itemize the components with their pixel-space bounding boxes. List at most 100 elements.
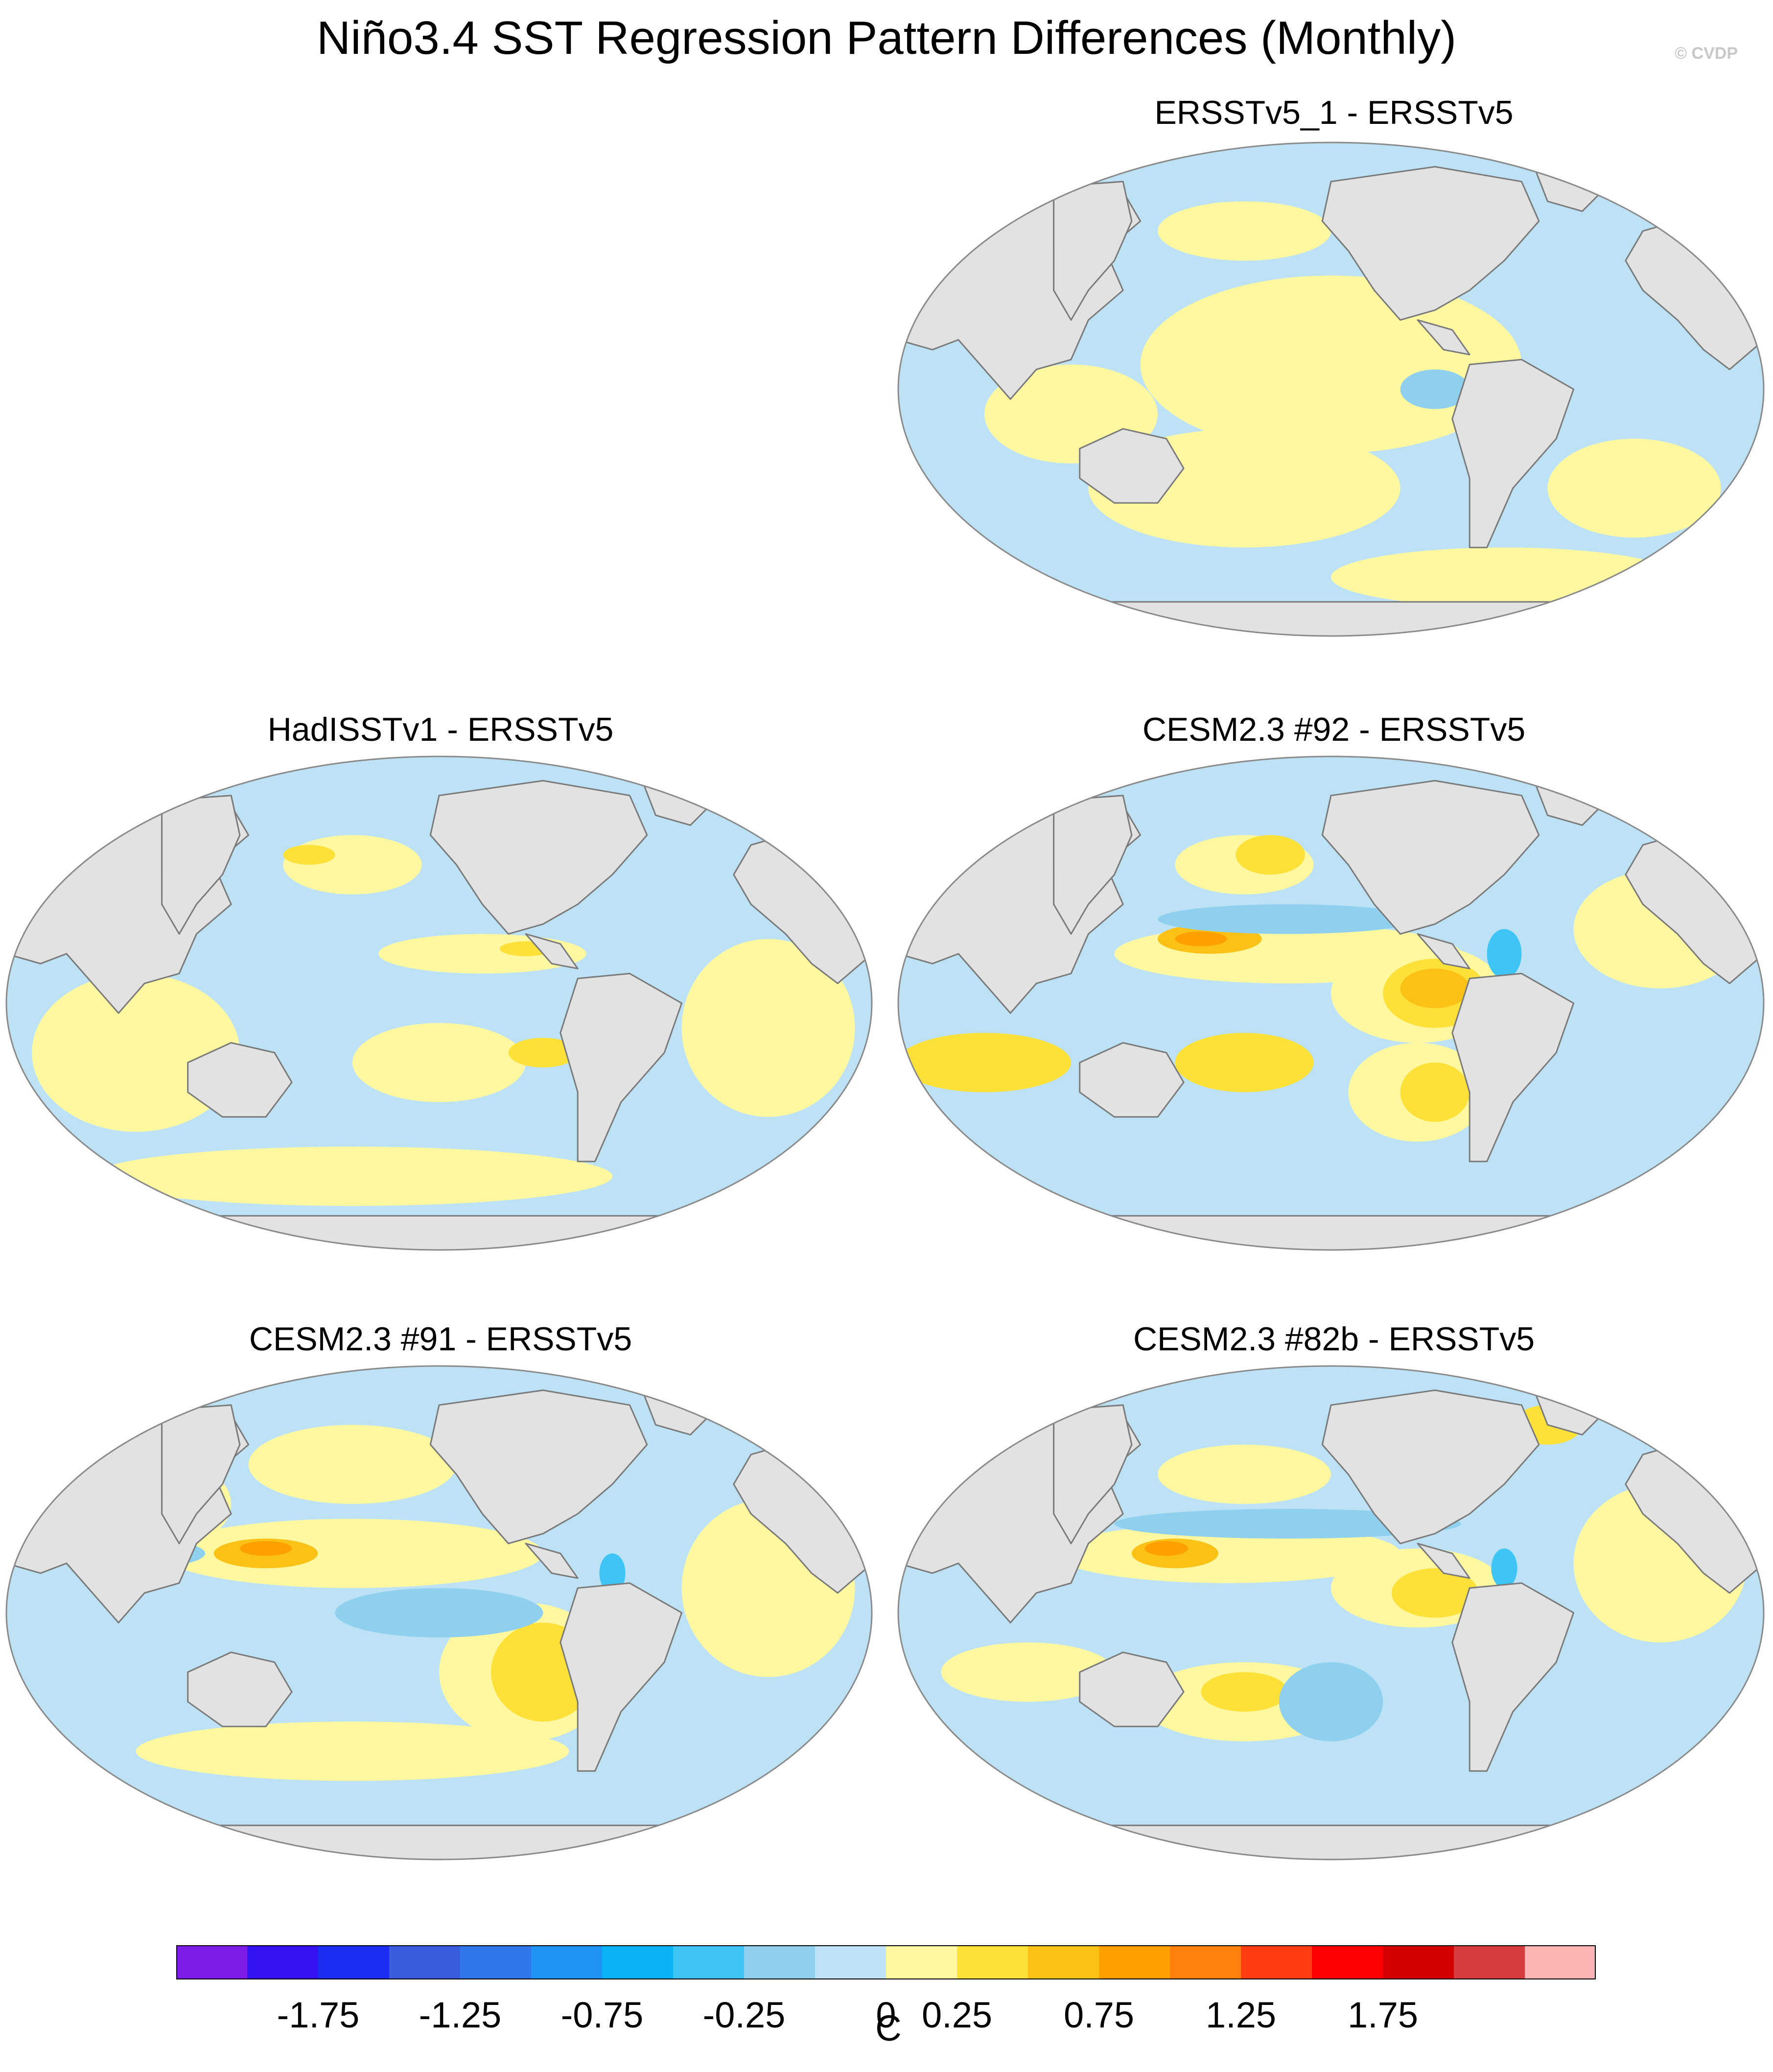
anomaly-contour [1487,929,1522,979]
colorbar-unit: C [875,2008,902,2048]
colorbar-tick-label: 1.75 [1347,1995,1419,2035]
land-mass [1321,166,1540,321]
land-mass [187,1651,293,1727]
land-mass [1321,1389,1540,1545]
colorbar-tick-label: -1.25 [419,1995,502,2035]
anomaly-contour [248,1425,457,1504]
map-panel-cesm2-3-92: CESM2.3 #92 - ERSSTv5 [896,710,1772,1288]
anomaly-contour [1331,547,1678,607]
colorbar-swatch [1312,1945,1383,1979]
land-mass [74,1824,804,1860]
anomaly-contour [508,1037,578,1068]
land-mass [1053,795,1133,935]
colorbar-swatch [1454,1945,1525,1979]
colorbar-tick-label: 0.75 [1063,1995,1135,2035]
land-mass [560,972,683,1162]
anomaly-contour [1400,968,1470,1009]
map-panel-hadisstv1: HadISSTv1 - ERSSTv5 [0,710,881,1288]
land-mass [966,1824,1696,1860]
colorbar-swatch [957,1945,1028,1979]
land-mass [966,1215,1696,1250]
anomaly-contour [1391,1568,1478,1618]
colorbar-swatch [886,1945,957,1979]
land-mass [966,601,1696,636]
anomaly-contour [1158,1444,1331,1504]
land-mass [1321,780,1540,935]
colorbar-swatch [815,1945,886,1979]
colorbar-swatch [1241,1945,1312,1979]
panel-title: ERSSTv5_1 - ERSSTv5 [1154,94,1514,131]
map-border [897,755,1765,1251]
copyright-mark: © CVDP [1675,44,1738,63]
colorbar-swatch [602,1945,673,1979]
map-panel-cesm2-3-91: CESM2.3 #91 - ERSSTv5 [0,1319,881,1897]
land-mass [525,933,579,969]
land-mass [74,1215,804,1250]
map-svg [897,141,1765,637]
anomaly-contour [1175,1033,1314,1092]
land-mass [1053,181,1133,321]
land-mass [560,1582,683,1772]
land-mass [429,1389,648,1545]
land-mass [1451,1582,1575,1772]
colorbar-swatch [1028,1945,1099,1979]
panel-title: CESM2.3 #92 - ERSSTv5 [1142,711,1526,748]
colorbar-tick-label: 0.25 [921,1995,993,2035]
colorbar-tick-label: -1.75 [277,1995,360,2035]
world-map [897,1365,1765,1860]
anomaly-contour [1547,439,1721,538]
anomaly-contour [1053,1524,1400,1583]
map-panel-ersstv5-1: ERSSTv5_1 - ERSSTv5 [896,93,1772,671]
anomaly-contour [352,1023,526,1102]
colorbar-swatch [1170,1945,1241,1979]
colorbar-tick-label: -0.75 [560,1995,644,2035]
land-mass [1079,1651,1185,1727]
colorbar-swatch [673,1945,744,1979]
anomaly-contour [1400,1062,1470,1122]
anomaly-contour [283,845,335,865]
colorbar-swatch [247,1945,318,1979]
world-map [897,141,1765,637]
colorbar-swatch [460,1945,531,1979]
anomaly-contour [1158,904,1418,934]
anomaly-contour [93,1146,612,1206]
land-mass [1451,358,1575,548]
anomaly-contour [239,1541,292,1556]
anomaly-contour [1114,1508,1461,1539]
map-svg [897,755,1765,1251]
colorbar-swatch [1525,1945,1596,1979]
panel-title: CESM2.3 #82b - ERSSTv5 [1133,1320,1535,1358]
figure-title: Niño3.4 SST Regression Pattern Differenc… [316,12,1457,64]
anomaly-contour [1140,275,1522,454]
map-border [5,755,873,1251]
anomaly-contour [681,939,855,1117]
colorbar-swatch [1099,1945,1170,1979]
anomaly-contour [941,1642,1115,1702]
map-border [897,141,1765,637]
map-svg [5,755,873,1251]
world-map [897,755,1765,1251]
map-svg [897,1365,1765,1860]
land-mass [187,1042,293,1118]
colorbar-swatch [318,1945,389,1979]
colorbar-swatch [1383,1945,1454,1979]
panel-title: HadISSTv1 - ERSSTv5 [267,711,614,748]
colorbar-swatch [389,1945,460,1979]
land-mass [1053,1404,1133,1545]
anomaly-contour [1201,1672,1288,1712]
world-map [5,755,873,1251]
colorbar-swatch [176,1945,247,1979]
map-panel-cesm2-3-82b: CESM2.3 #82b - ERSSTv5 [896,1319,1772,1897]
anomaly-contour [599,1553,626,1593]
anomaly-contour [1491,1548,1517,1588]
anomaly-contour [1279,1662,1383,1742]
land-mass [161,795,241,935]
land-mass [1451,972,1575,1162]
land-mass [525,1543,579,1579]
anomaly-contour [162,1519,543,1588]
map-border [897,1365,1765,1860]
land-mass [1417,1543,1470,1579]
colorbar-tick-label: 1.25 [1205,1995,1277,2035]
colorbar-tick-label: 0 [876,1995,896,2035]
anomaly-contour [1236,835,1305,875]
